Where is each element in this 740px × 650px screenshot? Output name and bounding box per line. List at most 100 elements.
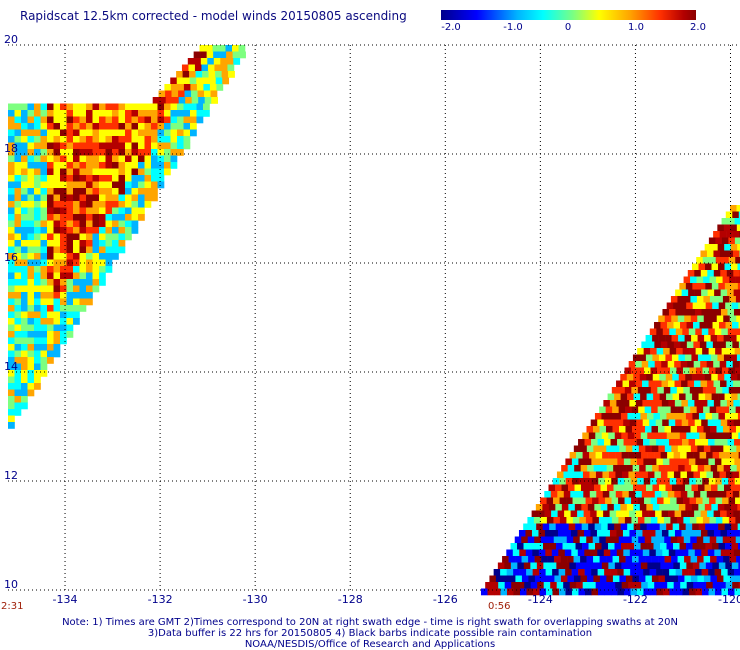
swath-cell xyxy=(92,155,100,163)
swath-cell xyxy=(699,582,707,589)
swath-cell xyxy=(688,419,696,427)
swath-cell xyxy=(34,149,41,156)
swath-cell xyxy=(679,413,687,420)
swath-cell xyxy=(105,220,113,228)
swath-cell xyxy=(21,129,28,137)
swath-cell xyxy=(8,175,15,182)
swath-cell xyxy=(735,257,740,264)
swath-cell xyxy=(736,465,740,472)
swath-cell xyxy=(711,244,718,251)
swath-cell xyxy=(79,279,87,286)
swath-cell xyxy=(730,374,738,381)
swath-cell xyxy=(725,432,733,440)
swath-cell xyxy=(144,175,152,182)
swath-cell xyxy=(728,497,736,505)
swath-cell xyxy=(60,331,67,338)
swath-cell xyxy=(40,350,48,358)
swath-cell xyxy=(73,103,80,111)
swath-cell xyxy=(616,549,624,557)
swath-cell xyxy=(14,103,22,111)
swath-cell xyxy=(47,110,54,117)
swath-cell xyxy=(60,246,67,254)
swath-cell xyxy=(645,556,652,563)
swath-cell xyxy=(661,510,669,518)
swath-cell xyxy=(682,478,690,485)
swath-cell xyxy=(40,181,48,189)
swath-cell xyxy=(86,272,93,280)
swath-cell xyxy=(649,419,657,427)
swath-cell xyxy=(21,123,28,130)
swath-cell xyxy=(711,523,719,531)
swath-cell xyxy=(8,188,15,195)
swath-cell xyxy=(591,588,599,596)
swath-cell xyxy=(676,478,684,485)
swath-cell xyxy=(659,413,667,420)
swath-cell xyxy=(714,289,721,297)
swath-cell xyxy=(732,322,739,329)
swath-cell xyxy=(86,220,93,228)
swath-cell xyxy=(60,142,67,150)
swath-cell xyxy=(637,497,645,505)
swath-cell xyxy=(27,103,35,111)
swath-cell xyxy=(79,207,87,215)
swath-cell xyxy=(690,426,698,433)
swath-cell xyxy=(86,194,93,202)
swath-cell xyxy=(635,510,643,518)
swath-cell xyxy=(144,123,152,130)
swath-cell xyxy=(92,207,100,215)
swath-cell xyxy=(144,136,152,143)
swath-cell xyxy=(637,348,644,355)
swath-cell xyxy=(540,536,548,544)
swath-cell xyxy=(14,318,22,325)
swath-cell xyxy=(521,536,529,544)
swath-cell xyxy=(714,419,722,427)
swath-cell xyxy=(66,220,74,228)
swath-cell xyxy=(66,123,74,130)
swath-cell xyxy=(651,575,659,583)
swath-cell xyxy=(551,510,558,518)
swath-cell xyxy=(34,181,41,189)
swath-cell xyxy=(613,465,620,472)
swath-cell xyxy=(112,136,119,143)
swath-cell xyxy=(170,116,178,124)
swath-cell xyxy=(577,549,585,557)
swath-cell xyxy=(705,263,712,271)
swath-cell xyxy=(183,84,191,91)
swath-cell xyxy=(614,432,622,440)
longitude-label: -124 xyxy=(528,593,553,606)
swath-cell xyxy=(118,110,126,117)
swath-cell xyxy=(517,582,525,589)
swath-cell xyxy=(125,116,132,124)
swath-cell xyxy=(717,244,725,251)
swath-cell xyxy=(662,549,670,557)
swath-cell xyxy=(151,123,158,130)
swath-cell xyxy=(8,422,15,429)
swath-cell xyxy=(661,530,669,537)
swath-cell xyxy=(703,556,711,563)
swath-cell xyxy=(715,387,723,394)
swath-cell xyxy=(34,220,41,228)
swath-cell xyxy=(639,504,647,511)
swath-cell xyxy=(711,263,719,271)
swath-cell xyxy=(655,400,663,407)
swath-cell xyxy=(176,71,183,78)
swath-cell xyxy=(669,328,677,336)
swath-cell xyxy=(551,530,559,537)
swath-cell xyxy=(553,497,560,505)
swath-cell xyxy=(723,445,731,453)
swath-cell xyxy=(86,136,93,143)
swath-cell xyxy=(530,543,537,550)
swath-cell xyxy=(633,523,641,531)
swath-cell xyxy=(544,491,552,498)
swath-cell xyxy=(40,363,48,371)
swath-cell xyxy=(660,322,668,329)
swath-cell xyxy=(722,536,730,544)
swath-cell xyxy=(696,497,703,505)
swath-cell xyxy=(207,64,215,72)
swath-cell xyxy=(701,549,709,557)
swath-cell xyxy=(40,292,48,299)
swath-cell xyxy=(719,452,726,459)
swath-cell xyxy=(644,517,652,524)
swath-cell xyxy=(622,400,630,407)
swath-cell xyxy=(615,471,623,479)
